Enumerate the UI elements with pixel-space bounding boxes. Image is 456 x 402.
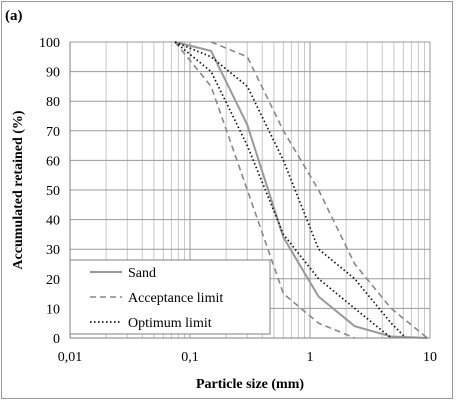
tick-labels: 0 10 20 30 40 50 60 70 80 90 100 0,01 0,1 1 10 [39,36,437,365]
y-tick-label: 80 [46,95,60,110]
series-line-acceptance-limit [174,41,356,339]
panel-label: (a) [5,8,23,24]
series-group [174,41,428,339]
x-tick-label: 0,01 [58,350,83,365]
y-tick-label: 90 [46,66,60,81]
x-tick-label: 1 [307,350,314,365]
y-axis-title: Accumulated retained (%) [11,110,26,269]
y-tick-label: 10 [46,302,60,317]
y-tick-label: 60 [46,154,60,169]
legend-label: Optimum limit [128,316,212,331]
legend: Sand Acceptance limit Optimum limit [69,259,271,335]
x-axis-title: Particle size (mm) [196,377,304,392]
series-line-dashed-2 [210,41,428,339]
series-line-optimum-limit [174,41,392,339]
x-tick-label: 0,1 [181,350,199,365]
x-tick-label: 10 [423,350,437,365]
y-tick-label: 0 [53,332,60,347]
y-tick-label: 70 [46,125,60,140]
y-tick-label: 20 [46,273,60,288]
series-line-sand [174,41,428,339]
y-tick-label: 40 [46,214,60,229]
y-tick-label: 50 [46,184,60,199]
legend-label: Sand [128,266,156,281]
y-tick-label: 100 [39,36,60,51]
legend-label: Acceptance limit [128,291,223,306]
y-tick-label: 30 [46,243,60,258]
